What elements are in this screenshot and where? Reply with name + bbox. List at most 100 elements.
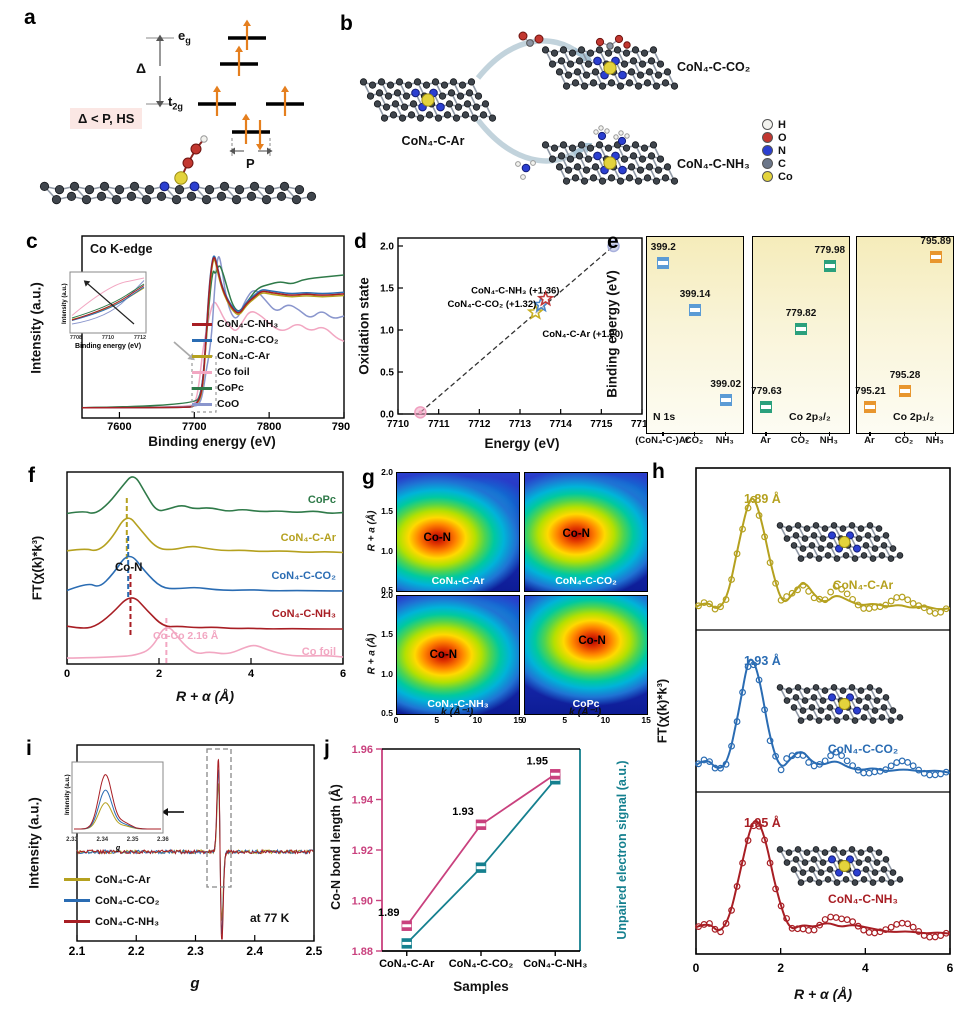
svg-text:2: 2	[156, 668, 162, 680]
svg-text:CoN₄-C-Ar: CoN₄-C-Ar	[379, 958, 435, 970]
line-swatch	[192, 386, 212, 390]
co-n-peak-label: Co-N	[423, 531, 451, 544]
panel-letter-j: j	[324, 737, 330, 760]
panel-letter-b: b	[340, 12, 353, 35]
svg-text:4: 4	[862, 961, 869, 975]
axis-tick-label: 0.5	[381, 584, 393, 595]
panel-i: 2.1 2.2 2.3 2.4 2.5 2.33 2.34 2.35 2.36 g Intensit…	[22, 735, 323, 997]
svg-text:1.96: 1.96	[352, 744, 373, 756]
line-swatch	[192, 338, 212, 342]
oxidation-state-plot: 7710 7711 7712 7713 7714 7715 7716 0.0 0.5 1.0 1.5…	[380, 237, 654, 430]
panel-b: CoN₄-C-Ar CoN₄-C-CO₂ CoN₄-C-NH₃ H O N C …	[330, 8, 956, 222]
svg-text:2.2: 2.2	[128, 944, 145, 958]
wavelet-sample-label: CoN₄-C-NH₃	[427, 698, 489, 710]
svg-text:1.89: 1.89	[378, 907, 399, 919]
svg-text:7715: 7715	[590, 419, 613, 430]
x-axis-label: k (Å⁻¹)	[440, 706, 474, 718]
svg-text:Binding energy (eV): Binding energy (eV)	[75, 343, 141, 350]
fit-sample-label-nh3: CoN₄-C-NH₃	[828, 892, 898, 906]
xps-marker	[657, 256, 670, 269]
eg-level-label: eg	[178, 28, 191, 46]
axis-tick-label: 1.5	[381, 506, 393, 517]
svg-text:2.0: 2.0	[380, 242, 394, 253]
svg-text:6: 6	[340, 668, 346, 680]
panel-a: eg t2g Δ Δ < P, HS P	[20, 8, 330, 220]
pairing-energy-label: P	[246, 156, 255, 171]
panel-letter-f: f	[28, 464, 35, 487]
panel-letter-e: e	[607, 230, 619, 253]
y-axis-label-left: Co-N bond length (Å)	[329, 784, 343, 910]
svg-text:2.35: 2.35	[127, 837, 139, 843]
xps-x-tick-label: Ar	[760, 435, 771, 446]
panel-letter-d: d	[354, 230, 367, 253]
svg-text:1.93: 1.93	[452, 806, 473, 818]
tick-mark	[904, 432, 906, 436]
svg-text:CoN₄-C-NH₃ (+1.36): CoN₄-C-NH₃ (+1.36)	[471, 286, 559, 297]
series-legend: CoN₄-C-Ar CoN₄-C-CO₂ CoN₄-C-NH₃	[64, 869, 160, 932]
xps-value-label: 779.82	[785, 308, 817, 320]
axis-tick-label: 5	[562, 715, 568, 725]
wavelet-map-ar: Co-N CoN₄-C-Ar	[396, 472, 520, 592]
spin-condition-label: Δ < P, HS	[70, 108, 143, 129]
y-axis-label: R + a (Å)	[366, 510, 378, 552]
co-n-peak-label: Co-N	[429, 649, 458, 661]
sample-label-ar: CoN₄-C-Ar	[401, 134, 465, 148]
svg-text:1.88: 1.88	[352, 946, 373, 958]
y-axis-label-right: Unpaired electron signal (a.u.)	[615, 760, 629, 940]
x-axis-label: g	[190, 975, 200, 992]
xps-marker	[929, 251, 942, 264]
svg-text:7700: 7700	[182, 421, 206, 433]
xps-value-label: 399.14	[679, 289, 711, 301]
svg-text:2.4: 2.4	[246, 944, 263, 958]
panel-e: Binding energy (eV) N 1s 399.2 399.14 399.…	[600, 228, 956, 458]
legend-item-C: C	[762, 157, 793, 170]
svg-text:1.92: 1.92	[352, 845, 373, 857]
svg-text:CoN₄-C-CO₂: CoN₄-C-CO₂	[449, 958, 514, 970]
svg-text:7712: 7712	[134, 335, 146, 341]
xps-value-label: 399.02	[710, 378, 742, 390]
legend-item: CoO	[192, 396, 279, 412]
xps-marker	[899, 385, 911, 398]
svg-text:1.95: 1.95	[527, 755, 548, 767]
bond-length-label-co2: 1.93 Å	[744, 654, 781, 668]
axis-tick-label: 15	[641, 715, 651, 725]
x-axis-label: k (Å⁻¹)	[568, 706, 602, 718]
svg-text:2.3: 2.3	[187, 944, 204, 958]
panel-letter-c: c	[26, 230, 38, 253]
atom-H-icon	[762, 119, 773, 130]
legend-item: CoN₄-C-CO₂	[64, 890, 160, 911]
legend-item-O: O	[762, 131, 793, 144]
svg-text:0.5: 0.5	[380, 368, 394, 379]
series-label-nh3: CoN₄-C-NH₃	[271, 608, 336, 620]
svg-text:Intensity (a.u.): Intensity (a.u.)	[65, 774, 71, 815]
xps-x-tick-label: NH₃	[819, 435, 838, 446]
svg-text:2.1: 2.1	[69, 944, 86, 958]
exafs-ft-plot: 0 2 4 6	[64, 471, 346, 680]
exafs-fit-plot: 0 2 4 6	[693, 467, 954, 975]
svg-text:2.36: 2.36	[157, 837, 169, 843]
bond-length-plot: 1.88 1.90 1.92 1.94 1.96 CoN₄-C-Ar CoN₄-C-CO₂ C…	[352, 744, 588, 970]
svg-text:7714: 7714	[550, 419, 573, 430]
xps-x-tick-label: NH₃	[715, 435, 734, 446]
spin-state-diagram	[39, 19, 317, 205]
axis-tick-label: 0	[393, 715, 399, 725]
legend-item: CoN₄-C-Ar	[64, 869, 160, 890]
xps-value-label: 795.21	[855, 385, 886, 397]
x-axis-label: R + α (Å)	[175, 688, 235, 704]
xps-x-tick-label: CO₂	[684, 435, 704, 446]
xps-value-label: 795.28	[889, 370, 921, 382]
y-axis-label: Intensity (a.u.)	[26, 797, 42, 889]
wavelet-map-copc: Co-N CoPc	[524, 595, 648, 715]
panel-letter-g: g	[362, 466, 375, 489]
xps-panel-co2p12: Co 2p₁/₂ 795.21 795.28 795.89	[855, 236, 954, 434]
bond-length-label-nh3: 1.95 Å	[744, 816, 781, 830]
svg-text:1.5: 1.5	[380, 284, 394, 295]
svg-text:7713: 7713	[509, 419, 532, 430]
series-label-ar: CoN₄-C-Ar	[280, 532, 336, 544]
legend-item: CoPc	[192, 380, 279, 396]
x-axis-label: Binding energy (eV)	[148, 434, 276, 449]
wavelet-sample-label: CoN₄-C-Ar	[431, 575, 485, 587]
atom-N-icon	[762, 145, 773, 156]
xps-panel-n1s: N 1s 399.2 399.14 399.02	[646, 236, 744, 434]
tick-mark	[724, 432, 727, 436]
